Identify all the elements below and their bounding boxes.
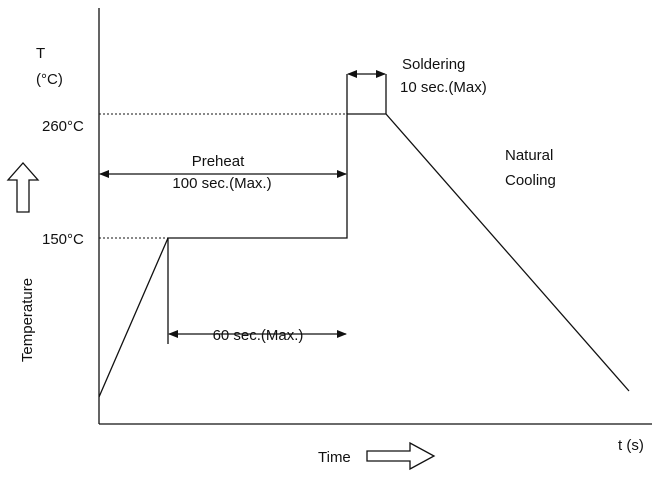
y-axis-side-label: Temperature: [19, 278, 36, 362]
soldering-time-label: 10 sec.(Max): [400, 79, 487, 96]
temperature-up-arrow-icon: [6, 162, 40, 213]
preheat-time-label: 100 sec.(Max.): [172, 175, 271, 192]
y-axis-title-line1: T: [36, 45, 45, 62]
peak-temp-label: 260°C: [42, 118, 84, 135]
time-right-arrow-icon: [366, 441, 436, 471]
soldering-label: Soldering: [402, 56, 465, 73]
x-axis-unit-label: t (s): [618, 437, 644, 454]
preheat-temp-label: 150°C: [42, 231, 84, 248]
y-axis-title-line2: (°C): [36, 71, 63, 88]
x-axis-label: Time: [318, 449, 351, 466]
hold-time-label: 60 sec.(Max.): [213, 327, 304, 344]
temperature-profile-curve: [98, 113, 630, 398]
preheat-label: Preheat: [192, 153, 245, 170]
cooling-label-line2: Cooling: [505, 172, 556, 189]
cooling-label-line1: Natural: [505, 147, 553, 164]
